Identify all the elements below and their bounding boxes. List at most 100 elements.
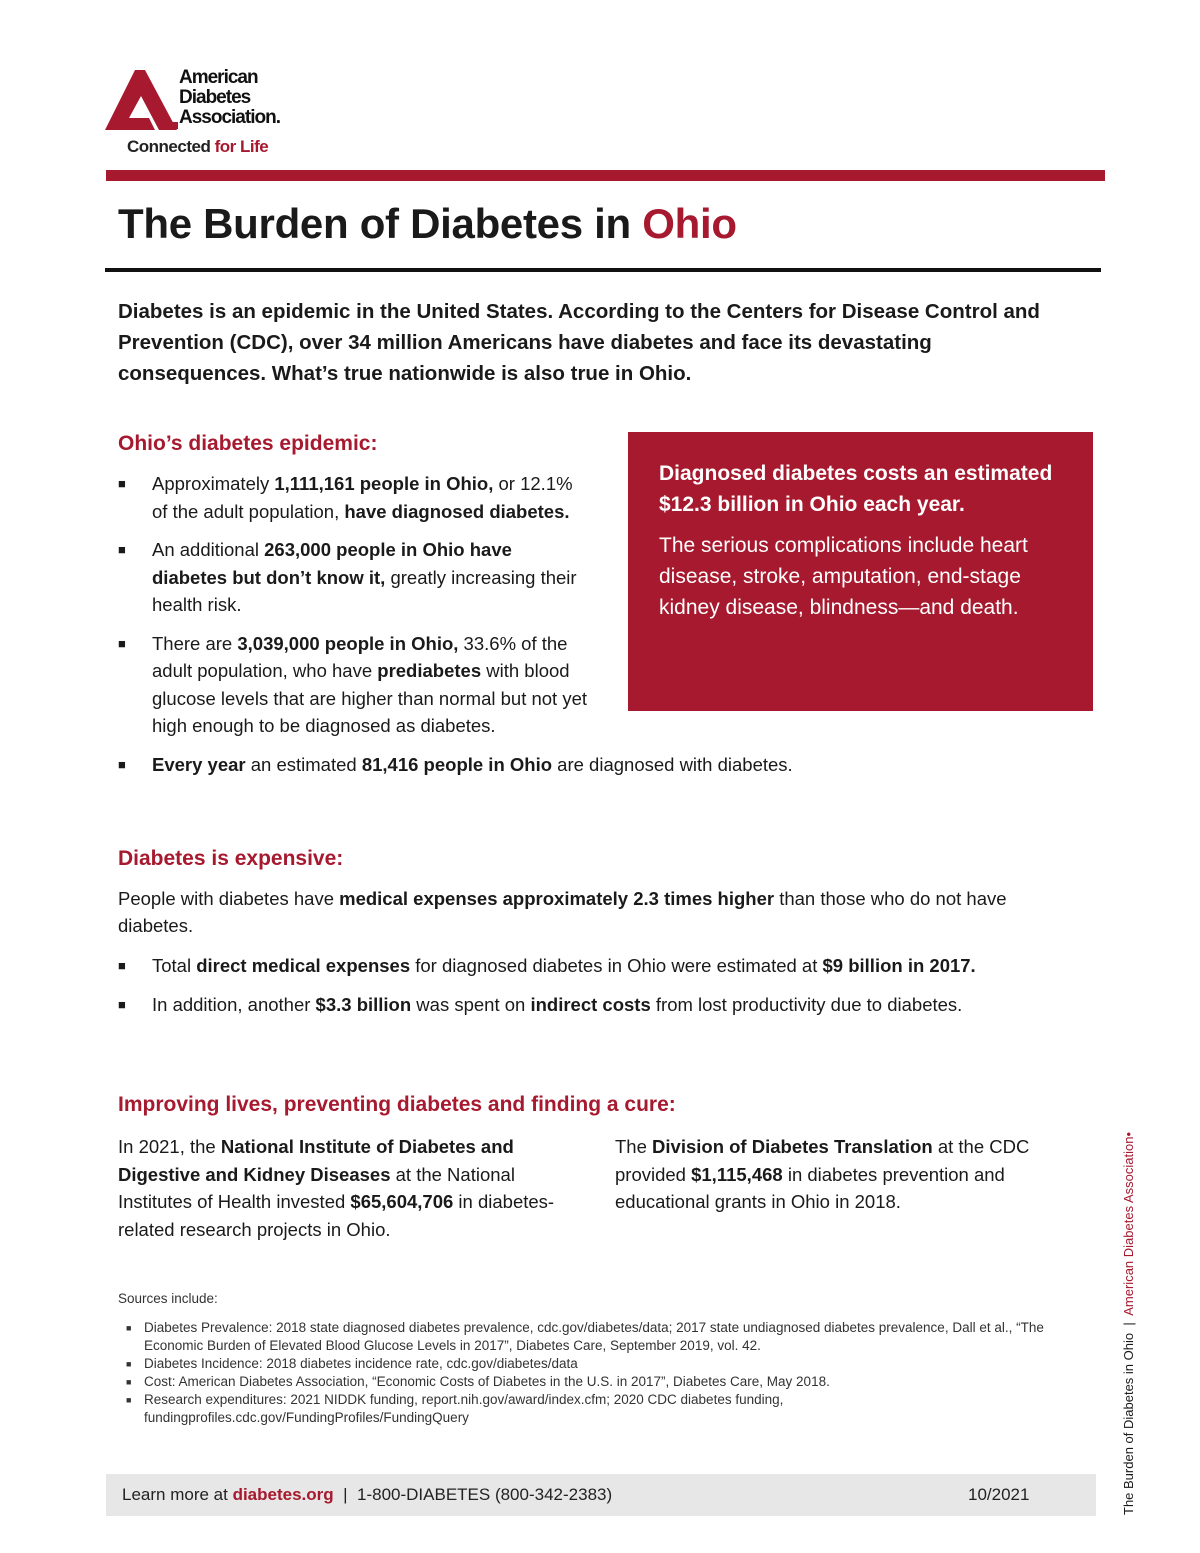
title-prefix: The Burden of Diabetes in (118, 200, 631, 247)
title-state: Ohio (642, 200, 737, 247)
logo-line: American (179, 67, 259, 88)
tagline-a: Connected (127, 137, 211, 156)
source-item: ■ Diabetes Prevalence: 2018 state diagnos… (118, 1319, 1098, 1355)
text-run: In addition, another (152, 994, 316, 1015)
text-run: at the National Institutes of Health inv… (118, 1163, 515, 1213)
improving-section: Improving lives, preventing diabetes and… (118, 1091, 1093, 1240)
bold-text-run: Every year (152, 753, 246, 775)
sources-heading: Sources include: (118, 1291, 218, 1306)
expensive-bullet: ■ In addition, another $3.3 billion was s… (118, 991, 1078, 1018)
bullet-text: In addition, another $3.3 billion was sp… (152, 994, 962, 1015)
bullet-square-icon: ■ (126, 1395, 132, 1405)
bullet-square-icon: ■ (118, 635, 126, 651)
bullet-text: Approximately 1,111,161 people in Ohio, … (152, 473, 573, 522)
bold-text-run: medical expenses approximately 2.3 times… (339, 888, 775, 909)
cdc-paragraph: The Division of Diabetes Translation at … (615, 1133, 1085, 1216)
text-run: An additional (152, 539, 265, 560)
text-run: from lost productivity due to diabetes. (650, 994, 963, 1015)
epidemic-bullet: ■ There are 3,039,000 people in Ohio, 33.… (118, 630, 1093, 740)
text-run: There are (152, 632, 238, 654)
epidemic-bullet: ■ Approximately 1,111,161 people in Ohio,… (118, 470, 1093, 525)
sources-section: Sources include: ■ Diabetes Prevalence: 2… (118, 1290, 1098, 1427)
bullet-square-icon: ■ (118, 997, 126, 1012)
source-item: ■ Cost: American Diabetes Association, “E… (118, 1373, 1098, 1391)
callout-headline: Diagnosed diabetes costs an estimated $1… (659, 462, 1053, 516)
side-separator: | (1121, 1322, 1136, 1326)
source-text: Diabetes Prevalence: 2018 state diagnose… (144, 1320, 1044, 1353)
bold-text-run: National Institute of Diabetes and Diges… (118, 1136, 514, 1185)
text-run: or 12.1% of the adult population, (152, 473, 573, 522)
ada-triangle-icon (105, 70, 178, 130)
logo-line: Association. (179, 107, 281, 128)
text-run: than those who do not have diabetes. (118, 888, 1007, 936)
side-dot-icon: • (1121, 1131, 1136, 1137)
intro-paragraph: Diabetes is an epidemic in the United St… (118, 300, 1040, 385)
text-run: in diabetes-related research projects in… (118, 1191, 555, 1240)
bullet-square-icon: ■ (118, 756, 126, 772)
niddk-paragraph: In 2021, the National Institute of Diabe… (118, 1133, 568, 1243)
page-title: The Burden of Diabetes in Ohio (118, 200, 737, 248)
footer-date: 10/2021 (968, 1485, 1030, 1504)
text-run: in diabetes prevention and educational g… (615, 1163, 1005, 1213)
text-run: greatly increasing their health risk. (152, 566, 577, 616)
text-run: Total (152, 955, 197, 976)
bullet-square-icon: ■ (126, 1377, 132, 1387)
text-run: 33.6% of the adult population, who have (152, 632, 568, 682)
bullet-square-icon: ■ (118, 476, 126, 491)
epidemic-heading: Ohio’s diabetes epidemic: (118, 432, 378, 455)
bullet-text: Every year an estimated 81,416 people in… (152, 754, 793, 775)
bullet-text: An additional 263,000 people in Ohio hav… (152, 539, 577, 615)
bold-text-run: 1,111,161 people in Ohio, (274, 473, 494, 494)
expensive-heading: Diabetes is expensive: (118, 847, 344, 870)
improving-heading: Improving lives, preventing diabetes and… (118, 1093, 676, 1116)
footer-separator: | (343, 1485, 348, 1504)
tagline-b: for Life (214, 137, 269, 156)
bold-text-run: direct medical expenses (196, 955, 411, 976)
cost-callout-box: Diagnosed diabetes costs an estimated $1… (628, 432, 1093, 711)
expensive-bullet: ■ Total direct medical expenses for diagn… (118, 952, 1078, 979)
text-run: with blood glucose levels that are highe… (152, 660, 588, 736)
diabetes-org-link[interactable]: diabetes.org (232, 1485, 334, 1504)
epidemic-section: Diagnosed diabetes costs an estimated $1… (118, 430, 1093, 789)
title-rule (105, 268, 1101, 272)
source-text: Diabetes Incidence: 2018 diabetes incide… (144, 1356, 578, 1371)
bold-text-run: prediabetes (377, 660, 482, 681)
source-item: ■ Diabetes Incidence: 2018 diabetes incid… (118, 1355, 1098, 1373)
text-run: at the CDC provided (615, 1136, 1030, 1185)
text-run: In 2021, the (118, 1136, 221, 1157)
bold-text-run: indirect costs (530, 994, 651, 1015)
bullet-square-icon: ■ (126, 1323, 132, 1333)
side-org-name: American Diabetes Association (1121, 1136, 1136, 1316)
source-text: Research expenditures: 2021 NIDDK fundin… (144, 1392, 784, 1425)
text-run: People with diabetes have (118, 888, 340, 909)
text-run: Approximately (152, 473, 275, 494)
bold-text-run: 263,000 people in Ohio have diabetes but… (152, 539, 512, 588)
bold-text-run: $3.3 billion (315, 994, 412, 1015)
epidemic-bullet: ■ Every year an estimated 81,416 people i… (118, 751, 1093, 779)
bullet-square-icon: ■ (126, 1359, 132, 1369)
text-run: was spent on (411, 994, 531, 1015)
header-red-bar (106, 170, 1105, 181)
logo-tagline: Connected for Life (127, 137, 269, 157)
callout-text: The serious complications include heart … (659, 534, 1028, 619)
text-run: for diagnosed diabetes in Ohio were esti… (410, 955, 823, 976)
bullet-text: There are 3,039,000 people in Ohio, 33.6… (152, 633, 587, 737)
bullet-square-icon: ■ (118, 958, 126, 973)
expensive-paragraph: People with diabetes have medical expens… (118, 885, 1078, 939)
text-run: are diagnosed with diabetes. (552, 753, 793, 775)
footer-bar: Learn more at diabetes.org | 1-800-DIABE… (106, 1474, 1096, 1516)
logo-name: American Diabetes Association. (179, 67, 281, 128)
bold-text-run: Division of Diabetes Translation (652, 1136, 933, 1157)
source-text: Cost: American Diabetes Association, “Ec… (144, 1374, 830, 1389)
ada-logo: American Diabetes Association. Connected… (105, 68, 325, 163)
text-run: an estimated (245, 753, 362, 775)
bold-text-run: have diagnosed diabetes. (344, 500, 570, 522)
bold-text-run: $65,604,706 (350, 1191, 454, 1212)
side-doc-title: The Burden of Diabetes in Ohio (1121, 1332, 1136, 1515)
epidemic-bullet: ■ An additional 263,000 people in Ohio ha… (118, 536, 1093, 619)
footer-learn-text: Learn more at (122, 1485, 228, 1504)
logo-line: Diabetes (179, 87, 251, 108)
bold-text-run: $9 billion in 2017. (822, 955, 976, 976)
source-item: ■ Research expenditures: 2021 NIDDK fundi… (118, 1391, 1098, 1427)
expensive-section: Diabetes is expensive: People with diabe… (118, 845, 1078, 1030)
